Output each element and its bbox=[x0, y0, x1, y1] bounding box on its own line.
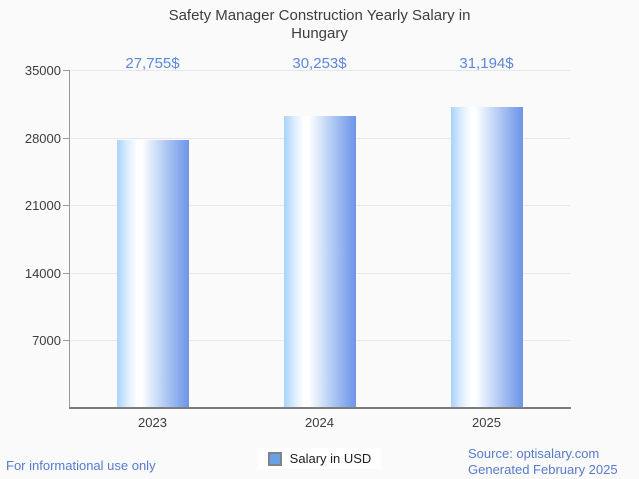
value-label-2024: 30,253$ bbox=[292, 55, 347, 72]
x-axis bbox=[69, 407, 571, 409]
x-axis-label-2023: 2023 bbox=[138, 415, 167, 430]
y-axis-label-28000: 28000 bbox=[24, 130, 61, 146]
source-text: Source: optisalary.com bbox=[468, 446, 600, 461]
chart-title: Safety Manager Construction Yearly Salar… bbox=[0, 7, 639, 43]
legend-label: Salary in USD bbox=[289, 451, 372, 466]
y-axis-label-7000: 7000 bbox=[32, 333, 61, 349]
source-block: Source: optisalary.com Generated Februar… bbox=[468, 446, 618, 477]
y-axis-label-21000: 21000 bbox=[24, 198, 61, 214]
bar-2024[interactable] bbox=[283, 116, 356, 407]
value-label-2025: 31,194$ bbox=[459, 55, 514, 72]
x-axis-label-2024: 2024 bbox=[305, 415, 334, 430]
y-tick-28000 bbox=[63, 137, 69, 139]
y-tick-14000 bbox=[63, 272, 69, 274]
y-axis-label-35000: 35000 bbox=[24, 63, 61, 78]
legend-item-salary[interactable]: Salary in USD bbox=[257, 448, 382, 469]
bar-2025[interactable] bbox=[450, 107, 523, 407]
legend: Salary in USD bbox=[0, 448, 639, 469]
y-tick-7000 bbox=[63, 340, 69, 342]
disclaimer-text: For informational use only bbox=[6, 458, 156, 473]
y-tick-21000 bbox=[63, 205, 69, 207]
y-tick-35000 bbox=[63, 70, 69, 71]
value-label-2023: 27,755$ bbox=[125, 55, 180, 72]
generated-text: Generated February 2025 bbox=[468, 461, 618, 477]
x-axis-label-2025: 2025 bbox=[472, 415, 501, 430]
bar-2023[interactable] bbox=[116, 140, 189, 407]
y-axis bbox=[69, 70, 70, 408]
chart-title-text: Safety Manager Construction Yearly Salar… bbox=[168, 7, 471, 42]
legend-swatch-icon bbox=[267, 451, 282, 466]
gridline-35000 bbox=[69, 70, 570, 71]
y-axis-label-14000: 14000 bbox=[24, 265, 61, 281]
